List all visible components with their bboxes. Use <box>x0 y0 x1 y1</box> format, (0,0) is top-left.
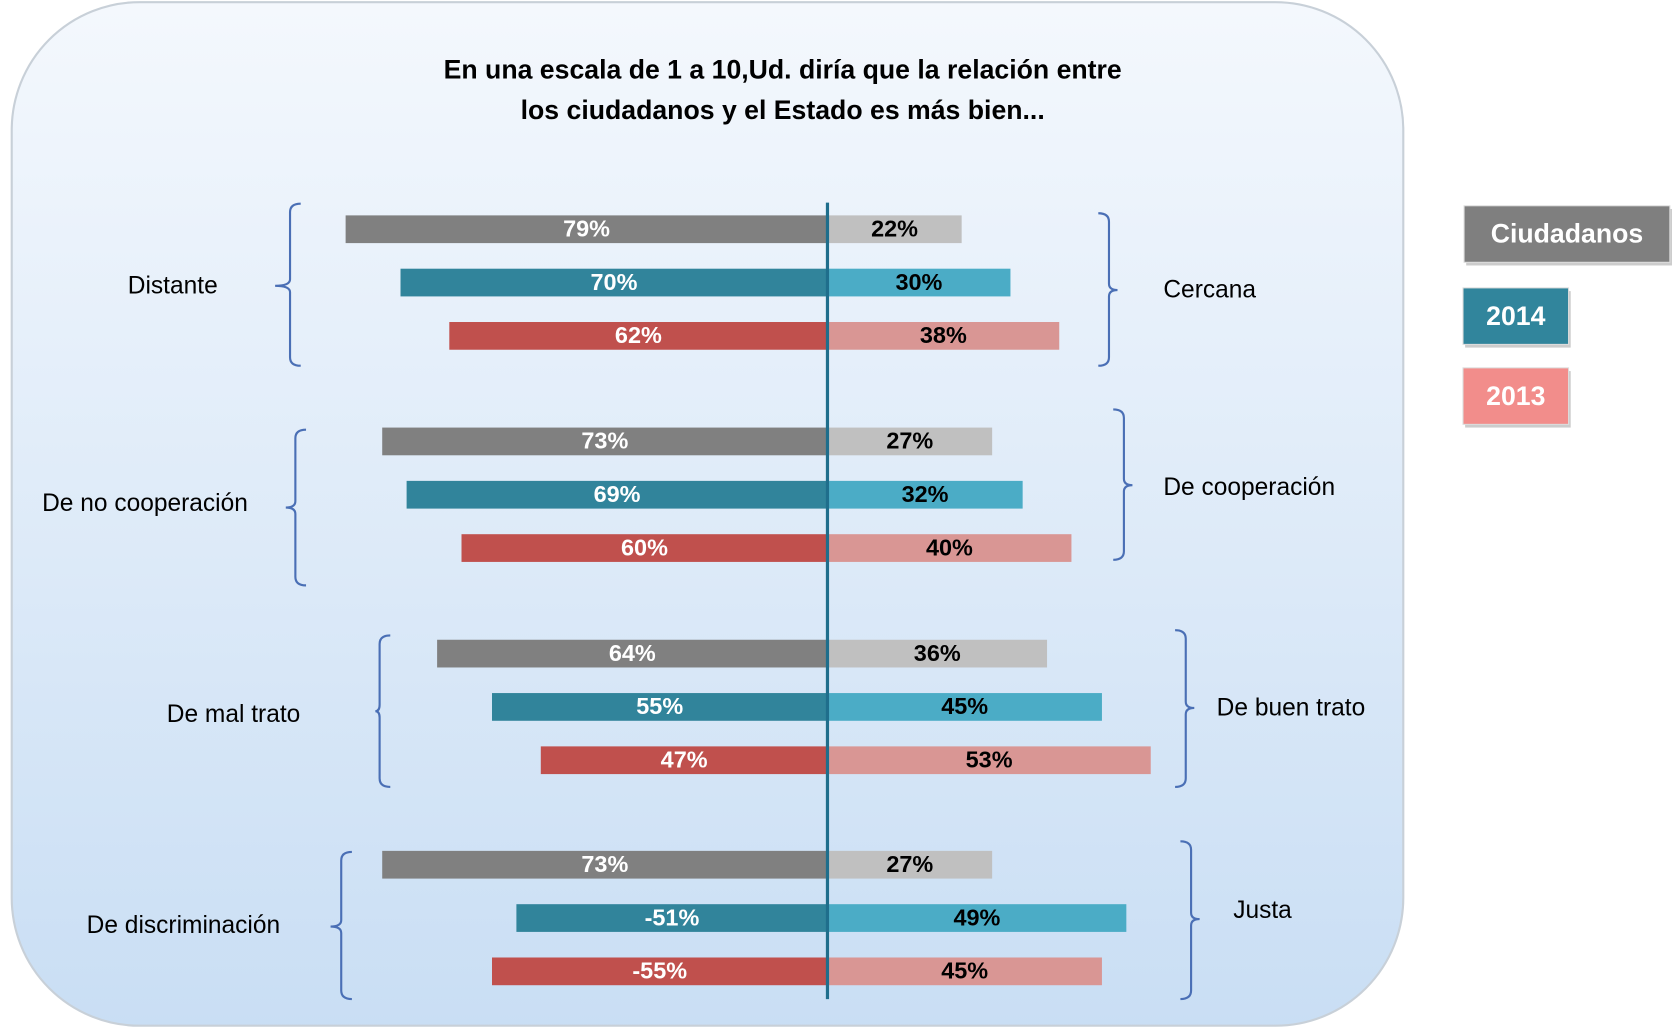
value-label: 47% <box>661 746 708 772</box>
bar-left <box>406 480 828 509</box>
value-label: 70% <box>591 269 638 295</box>
value-label: -51% <box>645 904 700 930</box>
bar-right <box>827 957 1102 986</box>
legend-label: 2014 <box>1486 301 1545 331</box>
bar-left <box>492 693 828 721</box>
bar-right <box>827 693 1102 721</box>
value-label: 27% <box>886 851 933 877</box>
value-label: 40% <box>926 534 973 560</box>
value-label: 73% <box>581 851 628 877</box>
value-label: 49% <box>953 904 1000 930</box>
value-label: 73% <box>581 428 628 454</box>
group-label-right: Cercana <box>1163 277 1256 304</box>
bar-right <box>827 427 993 456</box>
bar-left <box>382 427 828 456</box>
group-label-right: De buen trato <box>1217 695 1366 722</box>
value-label: 79% <box>563 215 610 241</box>
bar-left <box>461 534 828 562</box>
value-label: 55% <box>636 693 683 719</box>
bar-left <box>449 322 828 350</box>
legend-label: Ciudadanos <box>1491 219 1643 249</box>
value-label: 36% <box>914 640 961 666</box>
bar-right <box>827 904 1127 932</box>
value-label: 69% <box>594 481 641 507</box>
group-label-right: De cooperación <box>1163 474 1335 501</box>
bar-left <box>382 850 828 879</box>
group-label-left: Distante <box>128 272 218 299</box>
chart-title: los ciudadanos y el Estado es más bien..… <box>521 95 1045 125</box>
brace <box>1180 840 1200 1001</box>
legend-swatch <box>1463 205 1671 263</box>
bar-right <box>827 534 1072 562</box>
legend-label: 2013 <box>1486 381 1545 411</box>
bar-left <box>437 639 828 668</box>
bar-right <box>827 215 962 244</box>
group-label-left: De no cooperación <box>42 490 248 517</box>
value-label: 32% <box>902 481 949 507</box>
bar-left <box>400 268 828 297</box>
bar-right <box>827 322 1060 350</box>
value-label: 27% <box>886 428 933 454</box>
bar-left <box>540 746 828 775</box>
bar-right <box>827 639 1048 668</box>
chart-title: En una escala de 1 a 10,Ud. diría que la… <box>444 54 1122 84</box>
brace <box>285 428 307 587</box>
bar-left <box>516 904 828 932</box>
group-label-left: De discriminación <box>87 912 280 939</box>
bar-left <box>492 957 828 986</box>
value-label: 30% <box>895 269 942 295</box>
value-label: 45% <box>941 958 988 984</box>
bar-right <box>827 480 1023 509</box>
legend-swatch <box>1462 367 1570 425</box>
bar-right <box>827 268 1011 297</box>
brace <box>1113 408 1133 561</box>
brace <box>1175 629 1195 788</box>
brace <box>275 202 301 367</box>
value-label: 22% <box>871 215 918 241</box>
brace <box>330 850 352 1001</box>
bar-right <box>827 746 1151 775</box>
value-label: 53% <box>966 746 1013 772</box>
value-label: 38% <box>920 322 967 348</box>
value-label: 60% <box>621 534 668 560</box>
value-label: 45% <box>941 693 988 719</box>
brace <box>1098 212 1118 367</box>
value-label: -55% <box>632 958 687 984</box>
brace <box>375 634 391 788</box>
legend-swatch <box>1462 287 1570 345</box>
group-label-left: De mal trato <box>167 701 301 728</box>
bar-left <box>345 215 828 244</box>
bar-right <box>827 850 993 879</box>
value-label: 62% <box>615 322 662 348</box>
value-label: 64% <box>609 640 656 666</box>
group-label-right: Justa <box>1233 897 1292 924</box>
